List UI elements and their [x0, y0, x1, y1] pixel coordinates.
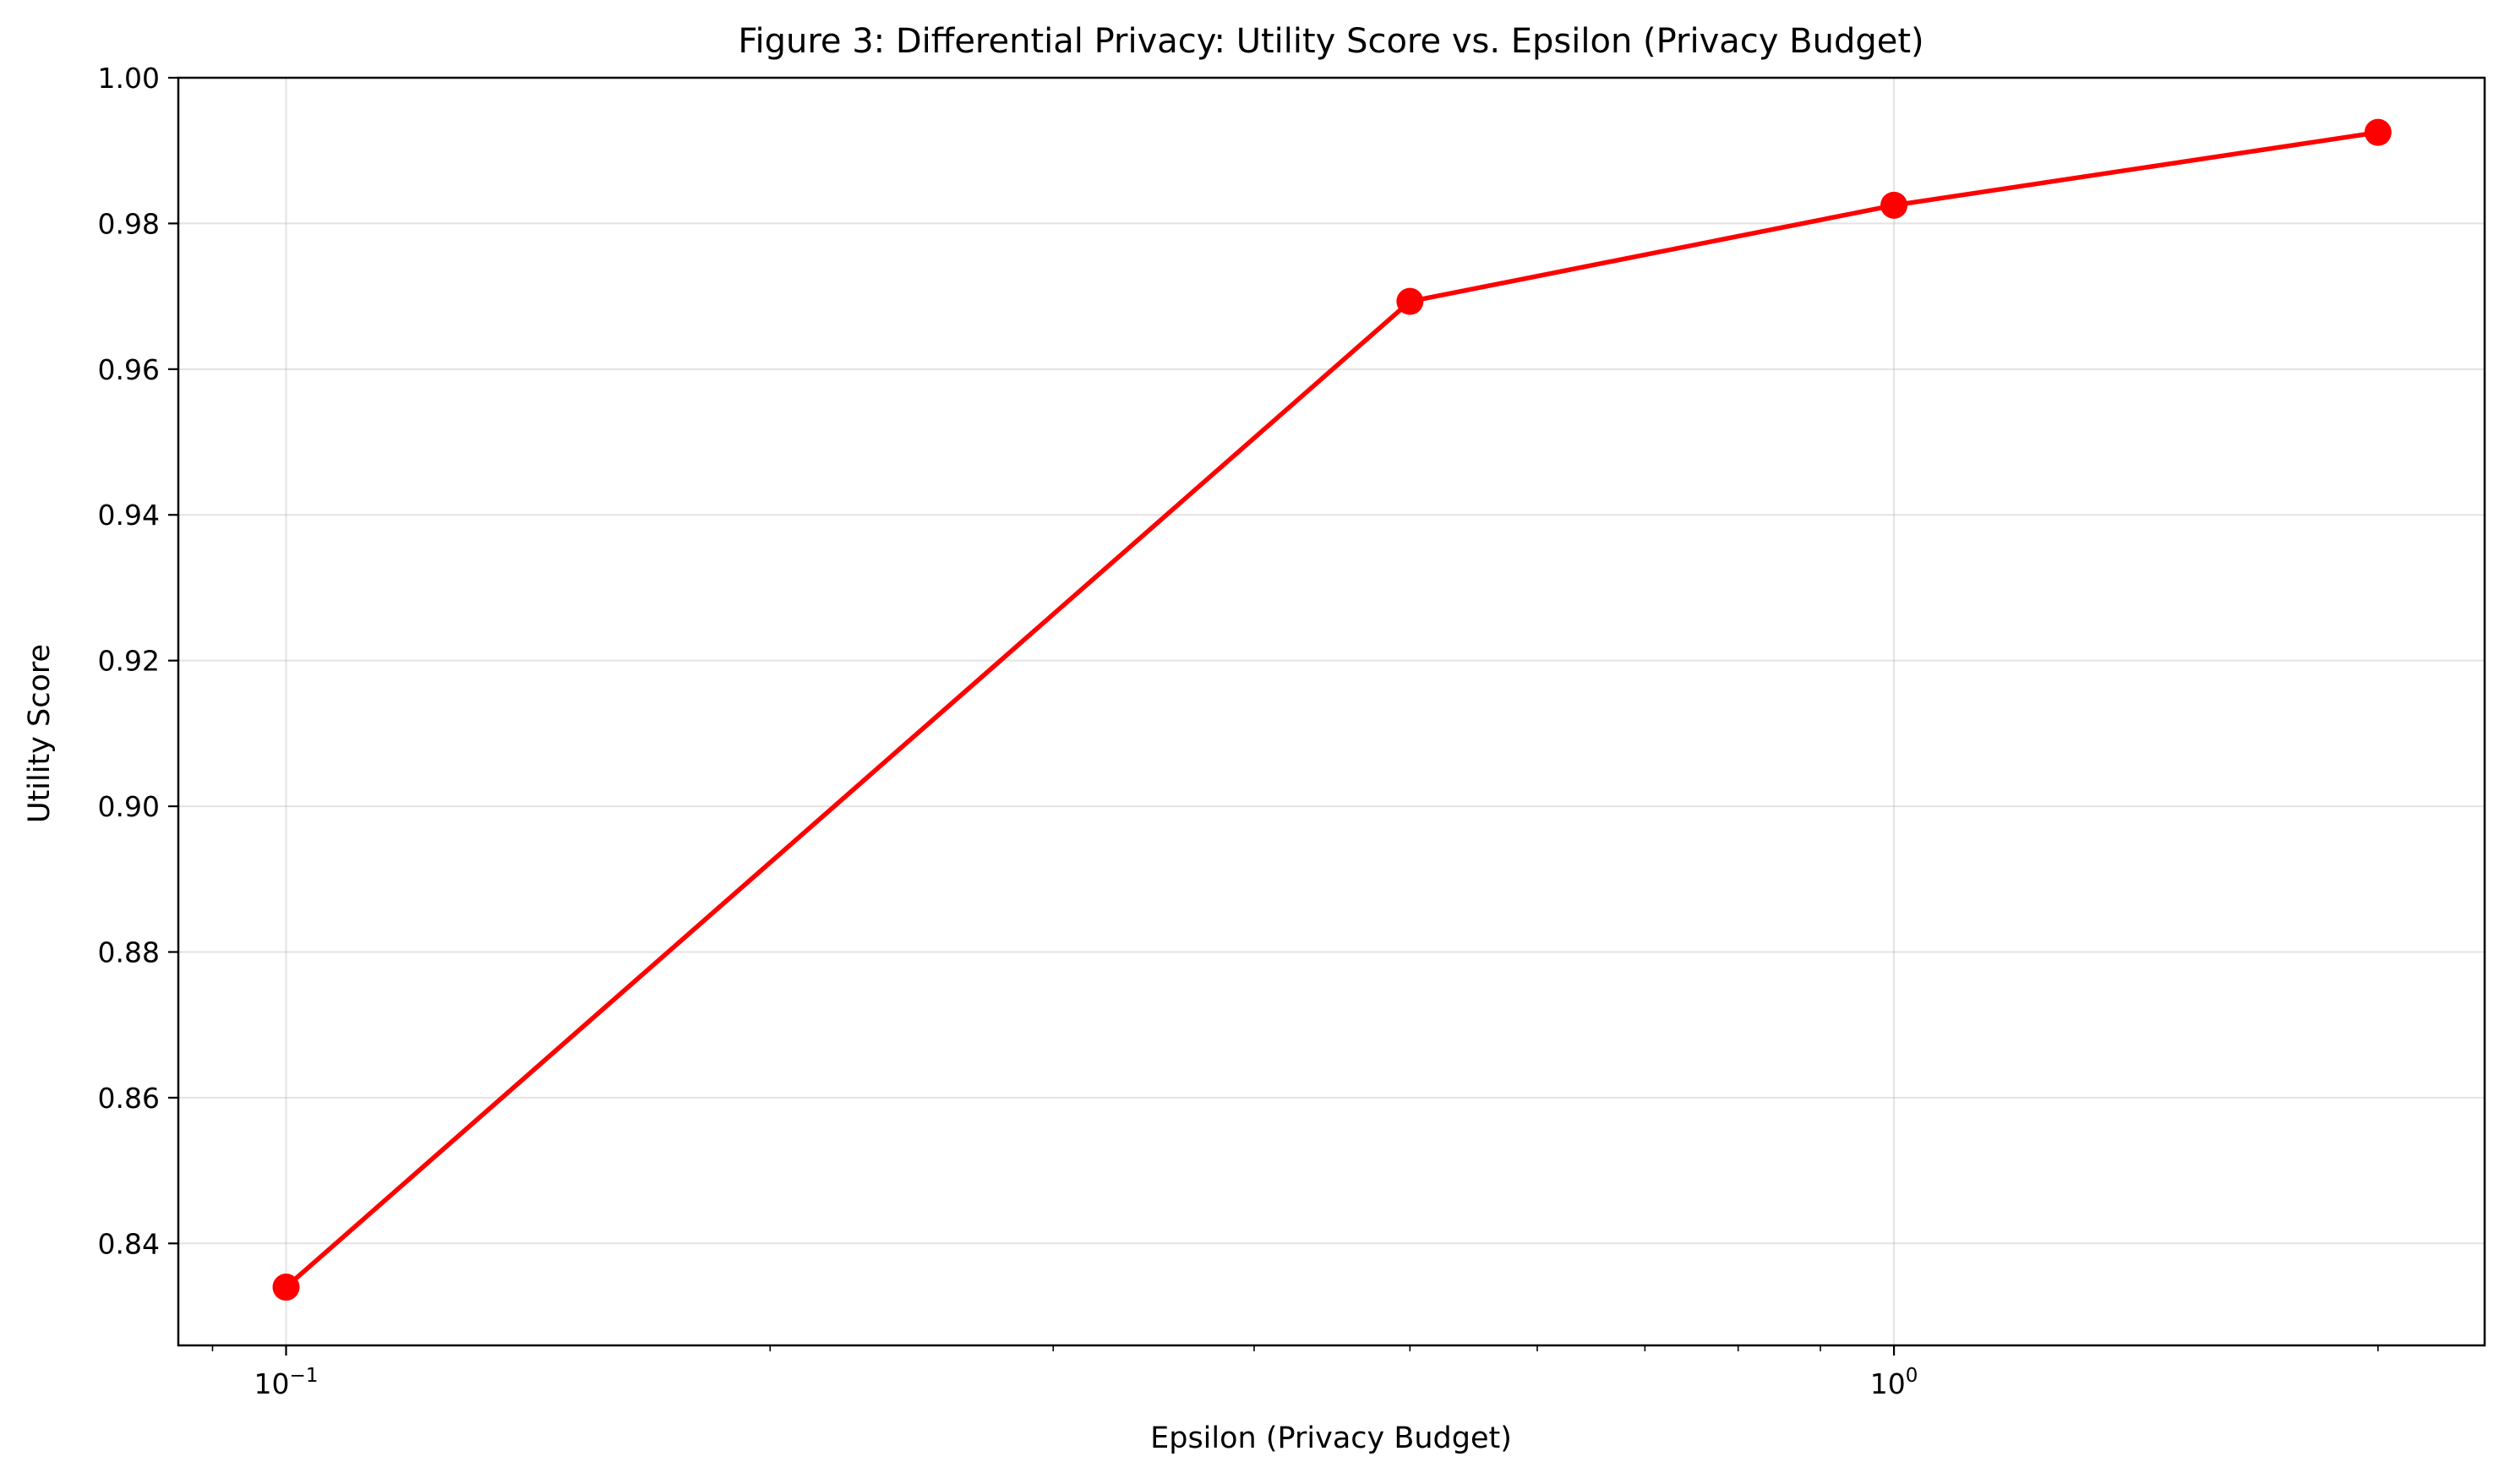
series-line [284, 129, 2379, 1290]
x-axis-label: Epsilon (Privacy Budget) [1150, 1421, 1512, 1455]
y-tick-label: 0.98 [98, 207, 160, 240]
y-tick-label: 1.00 [98, 62, 160, 95]
x-tick-label: 10−1 [254, 1365, 319, 1400]
axes-frame [177, 76, 2486, 1347]
y-axis-label: Utility Score [23, 644, 57, 823]
y-tick-label: 0.88 [98, 936, 160, 968]
y-tick-label: 0.92 [98, 645, 160, 678]
series-layer [272, 118, 2392, 1301]
data-point [1880, 191, 1908, 219]
y-tick-label: 0.84 [98, 1227, 160, 1260]
y-tick-label: 0.94 [98, 499, 160, 532]
axis-ticks: 0.84 0.86 0.88 0.90 0.92 0.94 0.96 0.98 1.00 10−1… [98, 62, 2379, 1400]
y-tick-label: 0.86 [98, 1082, 160, 1115]
y-tick-label: 0.96 [98, 353, 160, 386]
data-point [1396, 287, 1424, 315]
data-point [2364, 118, 2392, 146]
chart-title: Figure 3: Differential Privacy: Utility … [738, 22, 1923, 61]
data-point [272, 1274, 300, 1301]
y-tick-label: 0.90 [98, 790, 160, 823]
x-tick-label: 100 [1870, 1365, 1918, 1400]
